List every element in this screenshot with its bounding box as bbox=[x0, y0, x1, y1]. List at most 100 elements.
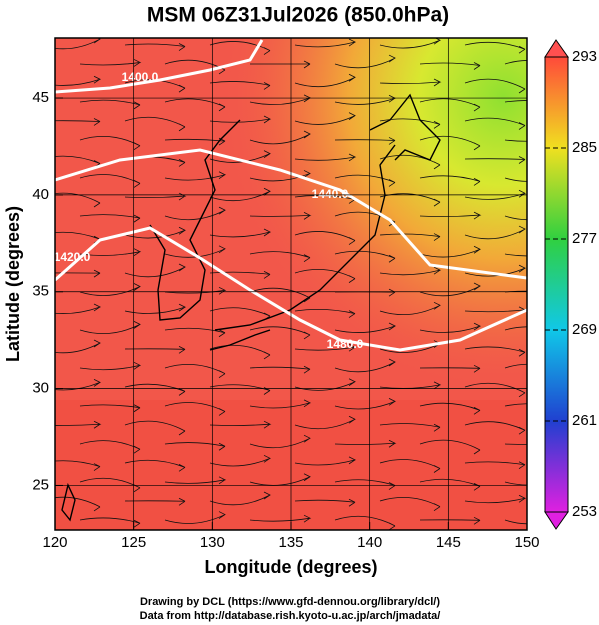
streamline bbox=[209, 491, 271, 506]
streamline bbox=[249, 60, 311, 69]
streamline bbox=[79, 248, 142, 257]
streamline bbox=[379, 78, 442, 87]
colorbar-tick-label: 261 bbox=[572, 412, 597, 429]
streamline bbox=[334, 250, 396, 263]
x-tick-label: 130 bbox=[200, 534, 225, 551]
streamline bbox=[419, 439, 481, 455]
streamline bbox=[209, 41, 271, 55]
streamline bbox=[334, 397, 396, 410]
streamline bbox=[55, 378, 101, 391]
streamlines bbox=[55, 38, 527, 530]
streamline bbox=[124, 345, 186, 354]
streamline bbox=[504, 253, 527, 257]
colorbar-tick-label: 277 bbox=[572, 230, 597, 247]
streamline bbox=[504, 403, 527, 407]
streamline bbox=[55, 303, 102, 314]
streamline bbox=[55, 192, 101, 208]
streamline bbox=[79, 59, 142, 67]
streamline bbox=[379, 118, 441, 129]
streamline bbox=[294, 269, 356, 283]
streamline bbox=[379, 266, 442, 276]
streamline bbox=[419, 245, 481, 258]
x-tick-label: 150 bbox=[514, 534, 539, 551]
streamline bbox=[419, 135, 481, 151]
streamline bbox=[464, 225, 526, 240]
streamline bbox=[249, 251, 311, 262]
streamline bbox=[209, 228, 272, 238]
y-tick-label: 35 bbox=[32, 283, 49, 300]
contour-label: 1440.0 bbox=[312, 187, 349, 201]
y-tick-label: 25 bbox=[32, 476, 49, 493]
streamline bbox=[164, 171, 227, 181]
x-tick-label: 135 bbox=[278, 534, 303, 551]
streamline bbox=[55, 38, 101, 50]
x-tick-label: 120 bbox=[42, 534, 67, 551]
streamline bbox=[79, 320, 141, 335]
colorbar bbox=[544, 56, 569, 513]
colorbar-tick-label: 293 bbox=[572, 48, 597, 65]
credit: Data from http://database.rish.kyoto-u.a… bbox=[140, 610, 441, 622]
streamline bbox=[419, 282, 481, 297]
streamline bbox=[79, 477, 141, 493]
streamline bbox=[164, 137, 226, 146]
streamline bbox=[379, 381, 442, 390]
streamline bbox=[464, 189, 527, 200]
streamline bbox=[249, 434, 311, 449]
streamline bbox=[379, 423, 441, 432]
streamline bbox=[209, 115, 272, 124]
streamline bbox=[464, 41, 526, 54]
x-tick-label: 145 bbox=[436, 534, 461, 551]
streamline bbox=[55, 420, 102, 429]
streamline bbox=[504, 100, 527, 103]
streamline bbox=[55, 269, 101, 278]
streamline bbox=[55, 118, 101, 126]
streamline bbox=[464, 421, 526, 435]
streamline bbox=[79, 440, 141, 454]
streamline bbox=[55, 75, 102, 86]
colorbar-tick-label: 285 bbox=[572, 139, 597, 156]
credit: Drawing by DCL (https://www.gfd-dennou.o… bbox=[140, 596, 440, 608]
streamline bbox=[294, 343, 357, 352]
streamline bbox=[504, 60, 527, 65]
streamline bbox=[379, 459, 441, 473]
streamline bbox=[419, 98, 481, 112]
streamline bbox=[334, 137, 396, 145]
streamline bbox=[164, 286, 227, 295]
streamline bbox=[79, 361, 142, 371]
streamline bbox=[294, 153, 357, 162]
streamline bbox=[164, 363, 226, 378]
streamline bbox=[504, 519, 527, 525]
streamline bbox=[334, 515, 396, 530]
streamline bbox=[124, 263, 186, 278]
streamline bbox=[464, 346, 526, 357]
streamline bbox=[164, 98, 226, 112]
streamline bbox=[294, 38, 357, 48]
streamline bbox=[419, 175, 481, 186]
streamline bbox=[464, 382, 526, 398]
streamline bbox=[379, 301, 441, 316]
streamline bbox=[464, 117, 526, 130]
streamline bbox=[124, 226, 186, 239]
streamline bbox=[419, 516, 481, 525]
streamline bbox=[334, 322, 397, 333]
streamline bbox=[124, 43, 186, 51]
streamline bbox=[419, 402, 481, 415]
streamline bbox=[334, 358, 396, 373]
streamline bbox=[379, 38, 441, 49]
streamline bbox=[294, 73, 356, 88]
streamline bbox=[294, 231, 356, 245]
streamline bbox=[209, 384, 271, 395]
x-tick-label: 125 bbox=[121, 534, 146, 551]
streamline bbox=[79, 135, 141, 151]
title: MSM 06Z31Jul2026 (850.0hPa) bbox=[147, 4, 449, 27]
streamline bbox=[164, 476, 227, 485]
streamline bbox=[164, 402, 226, 416]
y-axis-label: Latitude (degrees) bbox=[3, 206, 23, 362]
streamline bbox=[504, 326, 527, 331]
x-tick-label: 140 bbox=[357, 534, 382, 551]
streamline bbox=[124, 420, 186, 436]
streamline bbox=[79, 517, 141, 528]
streamline bbox=[504, 215, 527, 221]
streamline bbox=[504, 443, 527, 445]
